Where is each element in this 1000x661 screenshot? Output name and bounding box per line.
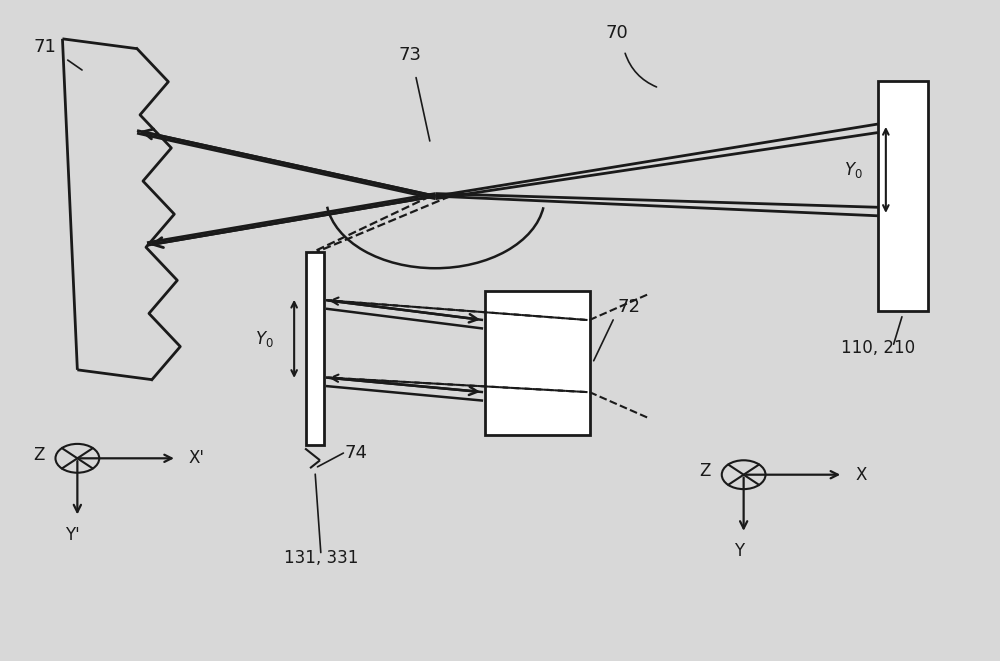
Text: Y: Y [734, 542, 744, 561]
Text: 71: 71 [33, 38, 56, 56]
Text: X: X [855, 466, 866, 484]
Text: 70: 70 [606, 24, 629, 42]
Text: 72: 72 [617, 298, 640, 316]
Text: 74: 74 [344, 444, 367, 462]
Text: Z: Z [699, 463, 711, 481]
Text: Z: Z [33, 446, 45, 464]
Text: $Y_0$: $Y_0$ [255, 329, 274, 349]
Bar [485, 292, 590, 436]
Text: $Y_0$: $Y_0$ [844, 160, 862, 180]
Bar [306, 252, 324, 446]
Text: 73: 73 [399, 46, 422, 65]
Text: 110, 210: 110, 210 [841, 340, 915, 358]
Text: X': X' [189, 449, 205, 467]
Bar [878, 81, 928, 311]
Text: Y': Y' [65, 525, 80, 544]
Text: 131, 331: 131, 331 [284, 549, 358, 567]
